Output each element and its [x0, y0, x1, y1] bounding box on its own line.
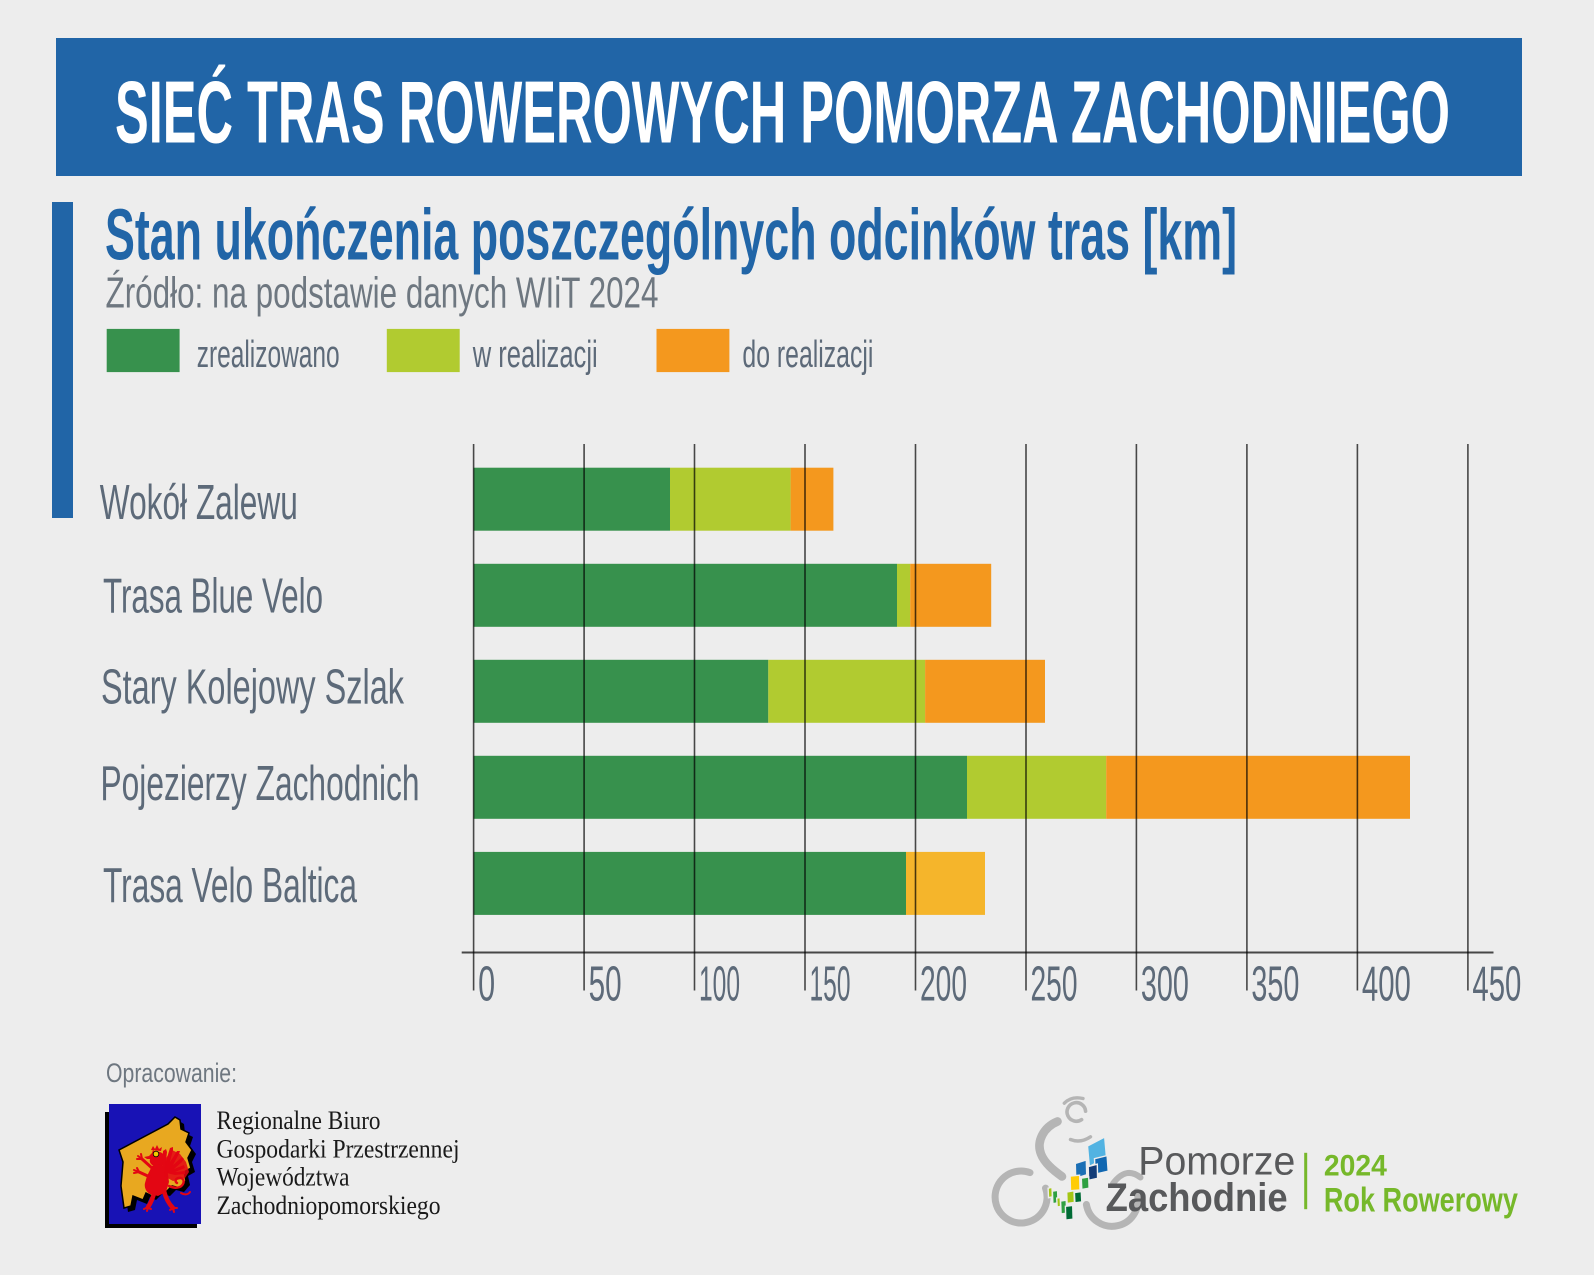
svg-text:Zachodniopomorskiego: Zachodniopomorskiego: [217, 1191, 441, 1220]
svg-text:350: 350: [1251, 957, 1299, 1011]
svg-text:Wokół Zalewu: Wokół Zalewu: [100, 476, 298, 530]
svg-text:w realizacji: w realizacji: [472, 334, 598, 376]
svg-text:Trasa Velo Baltica: Trasa Velo Baltica: [103, 859, 357, 913]
svg-text:Pojezierzy Zachodnich: Pojezierzy Zachodnich: [101, 757, 420, 811]
svg-text:Zachodnie: Zachodnie: [1106, 1176, 1288, 1220]
svg-text:Regionalne Biuro: Regionalne Biuro: [217, 1106, 381, 1135]
svg-text:200: 200: [920, 957, 967, 1011]
svg-text:2024: 2024: [1324, 1150, 1387, 1183]
svg-text:Gospodarki Przestrzennej: Gospodarki Przestrzennej: [217, 1134, 460, 1163]
svg-text:400: 400: [1362, 957, 1411, 1011]
svg-text:Stan ukończenia poszczególnych: Stan ukończenia poszczególnych odcinków …: [105, 196, 1237, 276]
svg-text:Opracowanie:: Opracowanie:: [106, 1058, 237, 1088]
svg-text:50: 50: [589, 957, 622, 1011]
svg-text:Rok Rowerowy: Rok Rowerowy: [1324, 1182, 1518, 1220]
svg-text:zrealizowano: zrealizowano: [197, 334, 340, 376]
svg-text:Trasa Blue Velo: Trasa Blue Velo: [103, 569, 323, 623]
svg-text:300: 300: [1141, 957, 1189, 1011]
svg-text:Pomorze: Pomorze: [1138, 1140, 1295, 1184]
svg-text:250: 250: [1031, 957, 1078, 1011]
svg-text:Stary Kolejowy Szlak: Stary Kolejowy Szlak: [101, 660, 404, 714]
svg-text:SIEĆ TRAS ROWEROWYCH POMORZA Z: SIEĆ TRAS ROWEROWYCH POMORZA ZACHODNIEGO: [115, 62, 1450, 161]
svg-text:Źródło: na podstawie danych WI: Źródło: na podstawie danych WIiT 2024: [106, 268, 659, 317]
svg-text:100: 100: [699, 957, 740, 1011]
svg-text:0: 0: [478, 957, 495, 1011]
svg-text:450: 450: [1472, 957, 1521, 1011]
svg-text:do realizacji: do realizacji: [742, 334, 873, 376]
svg-text:150: 150: [810, 957, 851, 1011]
svg-text:Województwa: Województwa: [217, 1163, 350, 1192]
